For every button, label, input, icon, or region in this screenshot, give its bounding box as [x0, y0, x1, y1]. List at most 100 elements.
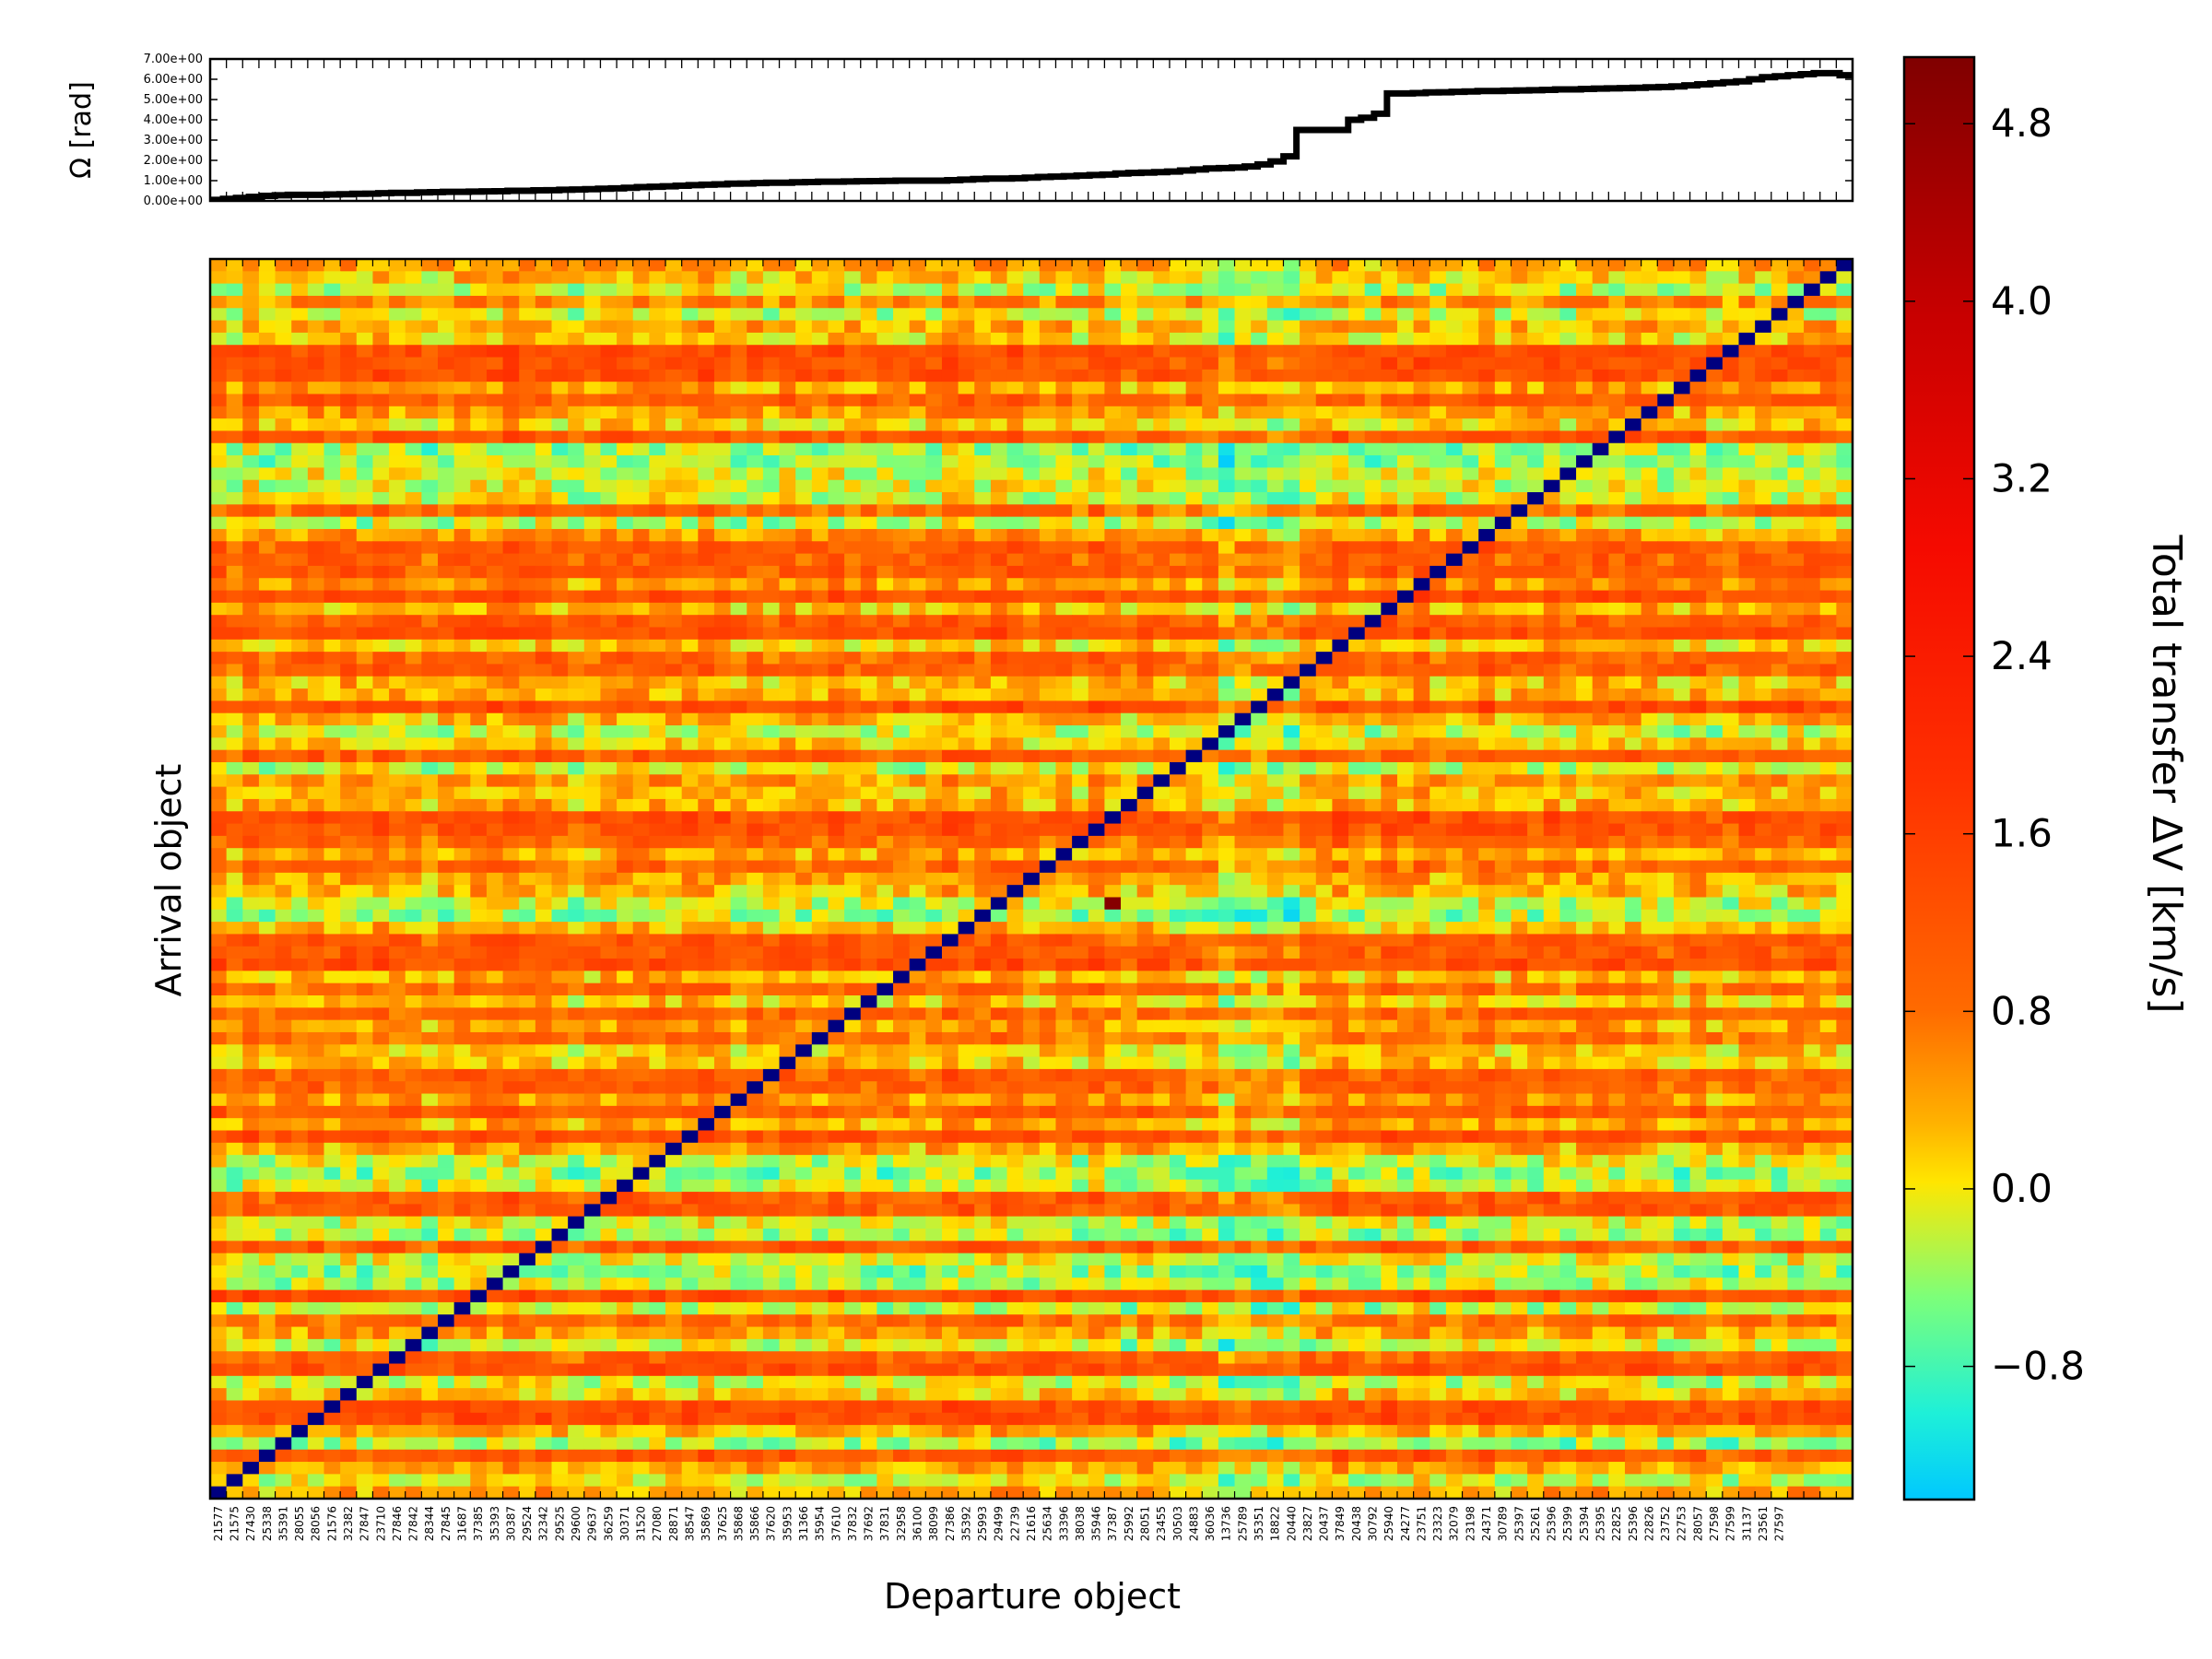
heatmap-cell [356, 259, 374, 272]
heatmap-cell [291, 835, 309, 849]
heatmap-cell [779, 712, 796, 726]
heatmap-cell [226, 394, 243, 407]
heatmap-cell [307, 516, 325, 530]
heatmap-cell [860, 578, 877, 592]
heatmap-cell [502, 590, 520, 604]
heatmap-cell [389, 394, 406, 407]
heatmap-cell [1494, 418, 1512, 432]
heatmap-cell [1169, 737, 1187, 751]
heatmap-cell [324, 541, 341, 555]
heatmap-cell [1559, 786, 1577, 800]
heatmap-cell [747, 811, 764, 825]
heatmap-cell [1251, 357, 1268, 371]
heatmap-cell [210, 602, 228, 616]
heatmap-cell [779, 308, 796, 322]
heatmap-cell [405, 553, 422, 567]
heatmap-cell [762, 578, 781, 592]
heatmap-cell [762, 725, 781, 738]
heatmap-cell [698, 737, 715, 751]
heatmap-cell [1559, 615, 1577, 629]
heatmap-cell [583, 467, 602, 481]
heatmap-cell [356, 835, 374, 849]
heatmap-cell [258, 737, 276, 751]
heatmap-cell [1430, 712, 1447, 726]
heatmap-cell [421, 394, 439, 407]
heatmap-cell [1364, 700, 1382, 714]
heatmap-cell [421, 774, 439, 788]
heatmap-cell [1169, 823, 1187, 837]
heatmap-cell [1251, 615, 1268, 629]
heatmap-cell [1218, 283, 1236, 297]
heatmap-cell [551, 283, 569, 297]
heatmap-cell [1657, 786, 1675, 800]
heatmap-diagonal-cell [1153, 774, 1171, 788]
heatmap-cell [1315, 786, 1334, 800]
heatmap-cell [762, 283, 781, 297]
heatmap-cell [1315, 676, 1334, 689]
heatmap-cell [1657, 590, 1675, 604]
heatmap-cell [632, 700, 650, 714]
heatmap-cell [1136, 541, 1154, 555]
heatmap-cell [1039, 271, 1057, 285]
heatmap-cell [1559, 664, 1577, 677]
heatmap-cell [372, 627, 390, 641]
heatmap-cell [1300, 725, 1317, 738]
heatmap-cell [1511, 798, 1528, 812]
heatmap-cell [389, 664, 406, 677]
heatmap-cell [1332, 492, 1349, 505]
heatmap-cell [1755, 332, 1772, 346]
heatmap-cell [1185, 615, 1203, 629]
heatmap-cell [1836, 774, 1853, 788]
heatmap-cell [1381, 712, 1398, 726]
heatmap-cell [1315, 504, 1334, 518]
heatmap-cell [1088, 639, 1105, 653]
heatmap-cell [1153, 627, 1171, 641]
heatmap-cell [583, 688, 602, 702]
heatmap-cell [681, 688, 699, 702]
heatmap-cell [356, 786, 374, 800]
heatmap-cell [1494, 761, 1512, 775]
heatmap-cell [1218, 382, 1236, 395]
heatmap-cell [1364, 418, 1382, 432]
heatmap-cell [1819, 774, 1837, 788]
heatmap-cell [535, 590, 553, 604]
heatmap-cell [405, 639, 422, 653]
heatmap-cell [519, 725, 536, 738]
heatmap-cell [632, 430, 650, 444]
heatmap-cell [974, 749, 992, 763]
heatmap-cell [600, 615, 618, 629]
heatmap-cell [275, 652, 292, 665]
heatmap-cell [1136, 565, 1154, 579]
heatmap-cell [1413, 676, 1430, 689]
heatmap-cell [1136, 345, 1154, 359]
heatmap-cell [1300, 467, 1317, 481]
heatmap-cell [632, 664, 650, 677]
heatmap-cell [730, 430, 747, 444]
heatmap-cell [1023, 786, 1041, 800]
heatmap-cell [502, 553, 520, 567]
heatmap-cell [324, 639, 341, 653]
heatmap-cell [811, 811, 830, 825]
heatmap-cell [1023, 504, 1041, 518]
heatmap-cell [583, 332, 602, 346]
heatmap-cell [1787, 308, 1805, 322]
omega-y-tick-label: 5.00e+00 [144, 93, 203, 107]
heatmap-cell [226, 664, 243, 677]
heatmap-cell [551, 308, 569, 322]
heatmap-cell [405, 749, 422, 763]
heatmap-cell [1430, 823, 1447, 837]
heatmap-cell [1543, 442, 1561, 456]
heatmap-cell [909, 541, 926, 555]
heatmap-cell [1641, 725, 1658, 738]
heatmap-cell [828, 467, 845, 481]
heatmap-cell [438, 283, 455, 297]
heatmap-cell [762, 418, 781, 432]
heatmap-cell [1006, 737, 1024, 751]
heatmap-cell [665, 565, 683, 579]
heatmap-cell [600, 295, 618, 309]
heatmap-cell [1462, 761, 1479, 775]
heatmap-cell [1608, 578, 1626, 592]
heatmap-cell [1430, 725, 1447, 738]
heatmap-cell [226, 357, 243, 371]
heatmap-cell [1722, 749, 1740, 763]
